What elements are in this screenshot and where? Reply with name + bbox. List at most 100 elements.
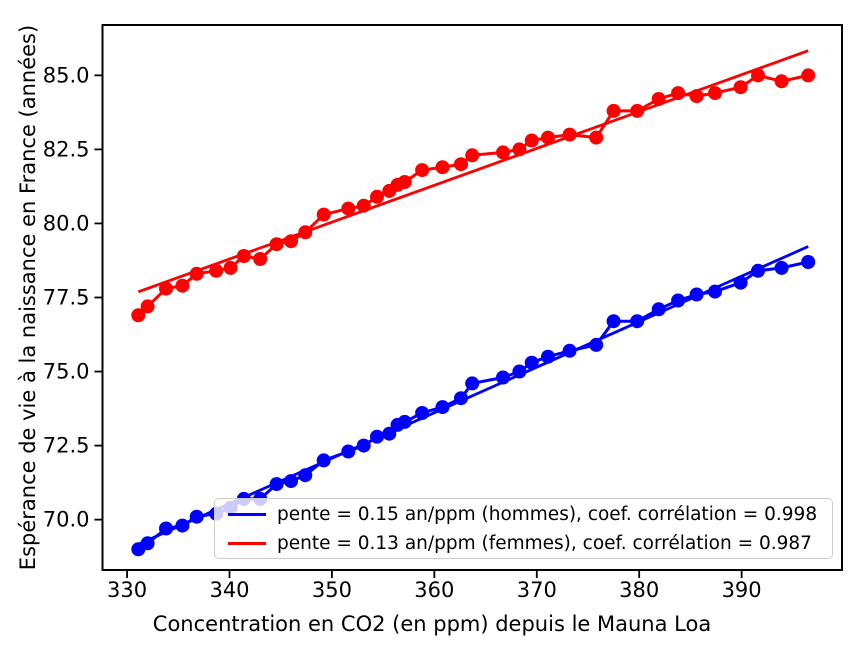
data-point-femmes: [589, 130, 604, 145]
data-point-femmes: [356, 198, 371, 213]
data-point-hommes: [356, 438, 371, 453]
data-point-hommes: [562, 343, 577, 358]
series-hommes: [131, 245, 816, 557]
data-point-hommes: [284, 474, 298, 489]
data-point-femmes: [496, 145, 510, 160]
data-point-hommes: [415, 406, 430, 420]
y-tick-label: 82.5: [43, 137, 90, 161]
data-point-femmes: [175, 278, 190, 293]
data-point-femmes: [689, 89, 704, 104]
data-point-femmes: [454, 157, 468, 172]
data-point-hommes: [140, 536, 155, 551]
legend-label-femmes: pente = 0.13 an/ppm (femmes), coef. corr…: [277, 532, 812, 554]
legend-entry-femmes: pente = 0.13 an/ppm (femmes), coef. corr…: [228, 531, 832, 556]
data-point-hommes: [465, 376, 480, 391]
x-tick-label: 370: [517, 578, 557, 602]
y-tick-label: 80.0: [43, 211, 90, 235]
data-point-femmes: [397, 175, 412, 189]
data-point-femmes: [541, 130, 555, 145]
data-point-femmes: [415, 163, 430, 178]
data-point-femmes: [140, 299, 155, 314]
data-point-hommes: [512, 364, 527, 379]
x-tick-label: 350: [312, 578, 352, 602]
data-point-hommes: [496, 370, 510, 385]
data-point-femmes: [708, 86, 722, 101]
x-tick-label: 330: [107, 578, 147, 602]
data-point-femmes: [671, 86, 686, 101]
x-tick-label: 340: [209, 578, 249, 602]
data-point-hommes: [801, 255, 816, 269]
data-point-femmes: [606, 103, 621, 118]
data-point-femmes: [524, 133, 539, 148]
data-point-femmes: [774, 74, 789, 89]
plot-border: [101, 24, 843, 571]
data-point-hommes: [689, 287, 704, 302]
data-point-hommes: [435, 400, 450, 415]
legend-swatch-femmes: [228, 541, 266, 545]
data-point-femmes: [341, 201, 356, 216]
x-axis-label: Concentration en CO2 (en ppm) depuis le …: [152, 612, 712, 636]
data-point-femmes: [298, 225, 313, 240]
data-point-hommes: [541, 349, 555, 364]
data-point-hommes: [175, 518, 190, 533]
x-tick-label: 360: [414, 578, 454, 602]
data-point-femmes: [435, 160, 450, 175]
data-point-hommes: [370, 429, 384, 444]
data-point-femmes: [733, 80, 748, 95]
data-point-femmes: [131, 308, 146, 323]
data-point-hommes: [606, 314, 621, 329]
data-point-femmes: [512, 142, 527, 157]
y-tick-label: 75.0: [43, 360, 90, 384]
x-tick-label: 380: [619, 578, 659, 602]
data-point-femmes: [159, 281, 173, 296]
series-line-femmes: [137, 73, 809, 317]
data-point-hommes: [269, 477, 284, 492]
data-point-hommes: [454, 391, 468, 406]
data-point-femmes: [630, 103, 645, 118]
data-point-hommes: [751, 263, 765, 278]
data-point-femmes: [189, 266, 204, 281]
y-axis-label-text: Espérance de vie à la naissance en Franc…: [16, 24, 41, 570]
data-point-hommes: [733, 275, 748, 290]
x-tick-label: 390: [722, 578, 762, 602]
data-point-hommes: [316, 453, 331, 468]
y-tick-label: 77.5: [43, 286, 90, 310]
y-tick-label: 70.0: [43, 508, 90, 532]
data-point-femmes: [209, 263, 224, 278]
legend-entry-hommes: pente = 0.15 an/ppm (hommes), coef. corr…: [228, 502, 832, 527]
data-point-femmes: [284, 234, 298, 249]
data-point-femmes: [316, 207, 331, 222]
data-point-hommes: [774, 260, 789, 275]
data-point-femmes: [223, 260, 238, 275]
data-point-femmes: [562, 127, 577, 142]
legend: pente = 0.15 an/ppm (hommes), coef. corr…: [214, 498, 833, 559]
series-femmes: [131, 49, 816, 323]
data-point-femmes: [370, 189, 384, 204]
data-point-hommes: [708, 284, 722, 299]
data-point-hommes: [671, 293, 686, 308]
data-point-femmes: [801, 68, 816, 83]
data-point-hommes: [341, 444, 356, 459]
data-point-femmes: [269, 237, 284, 252]
data-point-femmes: [651, 92, 666, 106]
data-point-hommes: [298, 468, 313, 483]
data-point-femmes: [253, 252, 268, 266]
x-axis: 330 340 350 360 370 380 390: [107, 570, 762, 602]
data-point-hommes: [159, 521, 173, 536]
data-point-femmes: [465, 148, 480, 163]
data-point-hommes: [397, 414, 412, 429]
data-point-hommes: [382, 426, 397, 441]
data-point-hommes: [189, 509, 204, 524]
legend-label-hommes: pente = 0.15 an/ppm (hommes), coef. corr…: [277, 503, 818, 525]
data-point-femmes: [751, 68, 765, 83]
data-point-hommes: [524, 355, 539, 370]
y-tick-label: 72.5: [43, 434, 90, 458]
y-tick-label: 85.0: [43, 63, 90, 87]
data-point-hommes: [589, 337, 604, 352]
data-point-hommes: [630, 314, 645, 329]
y-axis: 70.0 72.5 75.0 77.5 80.0 82.5 85.0: [43, 63, 103, 532]
legend-swatch-hommes: [228, 512, 266, 516]
data-point-femmes: [236, 249, 251, 263]
